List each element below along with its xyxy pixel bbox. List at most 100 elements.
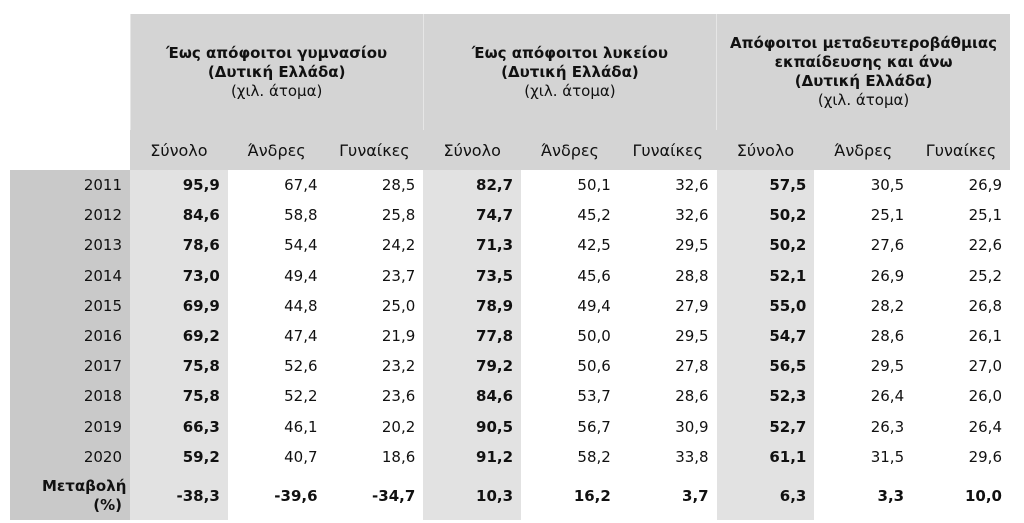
cell: 25,8 — [381, 206, 416, 225]
column-header: Άνδρες — [814, 130, 913, 170]
cell: 44,8 — [284, 296, 318, 315]
group-header: Απόφοιτοι μεταδευτεροβάθμιας εκπαίδευσης… — [716, 14, 1010, 130]
cell: 18,6 — [381, 447, 416, 466]
row-label: 2011 — [10, 170, 130, 201]
column-header: Σύνολο — [423, 130, 522, 170]
cell: 67,4 — [284, 176, 318, 195]
cell: 55,0 — [716, 290, 815, 321]
cell: 77,8 — [423, 320, 522, 352]
cell: 69,9 — [130, 290, 228, 321]
line: (Δυτική Ελλάδα) — [143, 63, 411, 82]
cell: 61,1 — [716, 441, 815, 472]
data-row: 2016 69,2 47,4 21,9 77,8 50,0 29,5 54,7 28,6 26,1 — [10, 320, 1010, 352]
row-label-text: 2020 — [83, 447, 122, 466]
line: (χιλ. άτομα) — [436, 82, 704, 101]
cell: 6,3 — [716, 471, 815, 520]
row-label-text: 2016 — [83, 327, 122, 346]
cell: 23,6 — [381, 387, 416, 406]
cell: 10,3 — [423, 471, 522, 520]
data-row: 2018 75,8 52,2 23,6 84,6 53,7 28,6 52,3 26,4 26,0 — [10, 381, 1010, 412]
group-title: Έως απόφοιτοι γυμνασίου — [166, 43, 388, 62]
cell: 22,6 — [968, 236, 1002, 255]
cell: 50,0 — [577, 327, 611, 346]
cell: 73,0 — [130, 260, 228, 291]
row-label-text: 2013 — [83, 236, 122, 255]
cell: 25,0 — [381, 296, 416, 315]
line: (χιλ. άτομα) — [143, 82, 411, 101]
cell: 25,2 — [968, 266, 1002, 285]
column-header: Σύνολο — [130, 130, 228, 170]
row-label-text: 2015 — [83, 296, 122, 315]
cell: 26,8 — [968, 296, 1002, 315]
cell: 45,2 — [577, 206, 611, 225]
cell: 50,6 — [577, 357, 611, 376]
cell: 28,2 — [870, 296, 905, 315]
cell: 46,1 — [284, 417, 318, 436]
cell: 30,9 — [675, 417, 709, 436]
cell: 52,6 — [284, 357, 318, 376]
row-label: 2018 — [10, 381, 130, 412]
row-label: 2020 — [10, 441, 130, 472]
row-label-text: Μεταβολή (%) — [42, 476, 127, 514]
cell: 32,6 — [675, 206, 709, 225]
cell: 50,2 — [716, 230, 815, 261]
cell: 56,5 — [716, 351, 815, 382]
cell: 45,6 — [577, 266, 611, 285]
cell: 29,5 — [870, 357, 905, 376]
line: (χιλ. άτομα) — [729, 91, 998, 110]
cell: 40,7 — [284, 447, 318, 466]
group-region: (Δυτική Ελλάδα) — [501, 62, 639, 81]
row-label-text: 2019 — [83, 417, 122, 436]
group-unit: (χιλ. άτομα) — [817, 91, 910, 109]
cell: 53,7 — [577, 387, 611, 406]
line: Έως απόφοιτοι γυμνασίου — [143, 44, 411, 63]
cell: 78,9 — [423, 290, 522, 321]
corner-cell — [10, 130, 130, 170]
cell: 26,0 — [968, 387, 1002, 406]
cell: 84,6 — [130, 200, 228, 231]
cell: 26,3 — [870, 417, 905, 436]
cell: 26,1 — [968, 327, 1002, 346]
cell: 28,6 — [675, 387, 709, 406]
cell: 58,8 — [284, 206, 318, 225]
cell: 91,2 — [423, 441, 522, 472]
cell: 21,9 — [381, 327, 416, 346]
row-label: Μεταβολή (%) — [10, 471, 130, 520]
row-label: 2014 — [10, 260, 130, 291]
cell: 79,2 — [423, 351, 522, 382]
cell: 26,9 — [968, 176, 1002, 195]
row-label: 2019 — [10, 411, 130, 442]
row-label-text: 2014 — [83, 266, 122, 285]
cell: 3,3 — [877, 486, 905, 505]
cell: 56,7 — [577, 417, 611, 436]
cell: 50,2 — [716, 200, 815, 231]
cell: 32,6 — [675, 176, 709, 195]
cell: 30,5 — [870, 176, 905, 195]
row-label: 2015 — [10, 290, 130, 321]
column-header: Γυναίκες — [618, 130, 717, 170]
cell: 33,8 — [675, 447, 709, 466]
cell: 23,7 — [381, 266, 416, 285]
cell: 73,5 — [423, 260, 522, 291]
subheader-row: Σύνολο Άνδρες Γυναίκες Σύνολο Άνδρες Γυναίκες… — [10, 130, 1010, 170]
cell: 27,8 — [675, 357, 709, 376]
group-title: Έως απόφοιτοι λυκείου — [471, 43, 668, 62]
group-unit: (χιλ. άτομα) — [230, 81, 323, 100]
cell: 54,7 — [716, 320, 815, 352]
data-row: 2015 69,9 44,8 25,0 78,9 49,4 27,9 55,0 28,2 26,8 — [10, 290, 1010, 321]
cell: 20,2 — [381, 417, 416, 436]
column-header: Γυναίκες — [912, 130, 1010, 170]
cell: 29,5 — [675, 236, 709, 255]
cell: 26,4 — [870, 387, 905, 406]
cell: 57,5 — [716, 170, 815, 201]
group-unit: (χιλ. άτομα) — [524, 81, 616, 100]
data-row: 2017 75,8 52,6 23,2 79,2 50,6 27,8 56,5 29,5 27,0 — [10, 351, 1010, 382]
cell: 74,7 — [423, 200, 522, 231]
cell: 78,6 — [130, 230, 228, 261]
column-header: Άνδρες — [227, 130, 326, 170]
cell: 52,2 — [284, 387, 318, 406]
row-label: 2013 — [10, 230, 130, 261]
cell: 66,3 — [130, 411, 228, 442]
cell: 82,7 — [423, 170, 522, 201]
cell: 31,5 — [870, 447, 905, 466]
